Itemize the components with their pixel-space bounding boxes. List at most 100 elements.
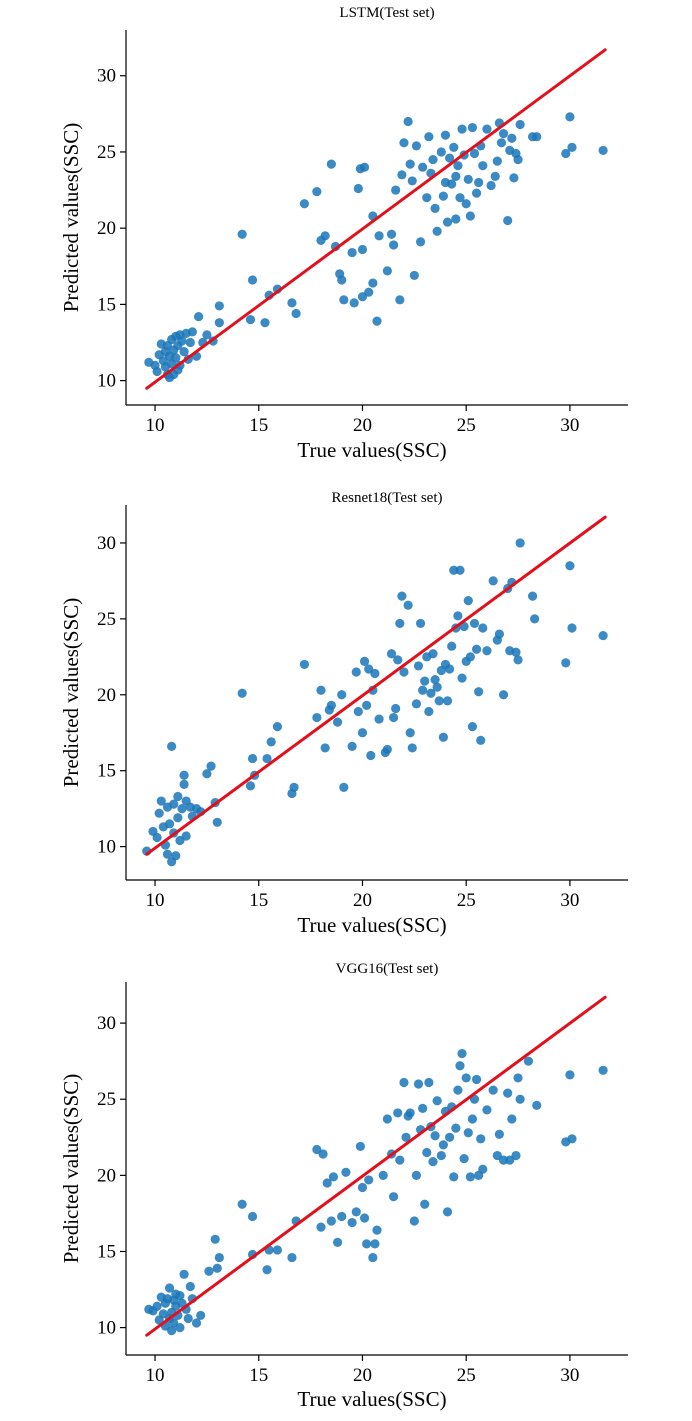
x-axis-label: True values(SSC) bbox=[297, 913, 446, 937]
data-point bbox=[432, 1096, 442, 1106]
data-point bbox=[237, 1199, 247, 1209]
x-tick-label: 20 bbox=[353, 1365, 372, 1386]
data-point bbox=[455, 565, 465, 575]
data-point bbox=[399, 1077, 409, 1088]
data-point bbox=[561, 658, 571, 668]
data-point bbox=[262, 753, 272, 764]
chart-title: Resnet18(Test set) bbox=[331, 490, 442, 506]
data-point bbox=[167, 1326, 177, 1336]
data-point bbox=[339, 782, 349, 792]
data-point bbox=[167, 741, 177, 751]
data-point bbox=[482, 1105, 492, 1115]
data-point bbox=[366, 750, 376, 761]
data-point bbox=[496, 138, 507, 148]
x-tick-label: 15 bbox=[249, 1365, 268, 1386]
data-point bbox=[194, 311, 204, 322]
data-point bbox=[486, 180, 496, 191]
data-point bbox=[326, 159, 336, 169]
x-tick-label: 30 bbox=[560, 415, 579, 436]
data-point bbox=[413, 661, 424, 671]
data-point bbox=[409, 1216, 419, 1226]
data-point bbox=[411, 141, 422, 151]
data-point bbox=[370, 1239, 380, 1249]
data-point bbox=[449, 1172, 459, 1182]
data-point bbox=[237, 688, 247, 698]
data-point bbox=[247, 1211, 258, 1222]
data-point bbox=[347, 1217, 357, 1228]
data-point bbox=[403, 600, 413, 610]
data-point bbox=[420, 1199, 430, 1209]
data-point bbox=[467, 722, 478, 732]
data-point bbox=[598, 145, 608, 156]
data-point bbox=[382, 266, 392, 276]
data-point bbox=[179, 770, 189, 780]
data-point bbox=[453, 161, 463, 171]
data-point bbox=[418, 685, 428, 695]
y-tick-label: 10 bbox=[97, 1318, 116, 1339]
data-point bbox=[407, 743, 417, 753]
data-point bbox=[262, 1265, 272, 1275]
data-point bbox=[530, 614, 540, 624]
data-point bbox=[154, 808, 164, 818]
data-point bbox=[511, 647, 521, 657]
data-point bbox=[247, 753, 258, 764]
data-point bbox=[353, 706, 363, 717]
data-point bbox=[532, 132, 542, 142]
data-point bbox=[349, 298, 359, 308]
data-point bbox=[287, 1252, 297, 1263]
data-point bbox=[374, 231, 384, 241]
data-point bbox=[399, 667, 409, 677]
data-point bbox=[318, 1149, 328, 1159]
data-point bbox=[388, 1192, 399, 1202]
data-point bbox=[272, 722, 283, 732]
data-point bbox=[465, 211, 475, 221]
data-point bbox=[175, 1291, 185, 1301]
data-point bbox=[179, 779, 189, 789]
data-point bbox=[326, 1216, 336, 1226]
fit-line bbox=[145, 995, 607, 1337]
data-point bbox=[490, 171, 500, 181]
data-point bbox=[428, 1157, 438, 1167]
data-point bbox=[438, 1140, 448, 1150]
data-point bbox=[567, 623, 577, 633]
data-point bbox=[488, 1085, 498, 1095]
data-point bbox=[357, 244, 368, 255]
data-point bbox=[598, 1065, 608, 1075]
data-point bbox=[362, 1239, 372, 1249]
data-point bbox=[397, 170, 407, 180]
data-point bbox=[245, 781, 256, 791]
data-point bbox=[405, 1108, 415, 1118]
data-point bbox=[461, 199, 471, 209]
data-point bbox=[494, 629, 504, 639]
data-point bbox=[488, 576, 498, 586]
data-point bbox=[407, 176, 417, 186]
data-point bbox=[471, 644, 482, 654]
chart-resnet18: Resnet18(Test set) 10 15 20 25 30 10 15 20 25 30 Tr… bbox=[59, 490, 628, 937]
data-point bbox=[347, 741, 357, 751]
data-point bbox=[399, 138, 409, 148]
data-point bbox=[173, 813, 183, 823]
data-point bbox=[459, 1154, 469, 1164]
data-point bbox=[179, 347, 189, 357]
x-tick-label: 25 bbox=[457, 890, 476, 911]
data-point bbox=[527, 591, 538, 601]
data-point bbox=[467, 1114, 478, 1124]
data-point bbox=[316, 1222, 326, 1232]
chart-lstm: LSTM(Test set) 10 15 20 25 30 10 15 20 25 30 True v… bbox=[59, 5, 628, 462]
data-point bbox=[351, 667, 361, 677]
data-point bbox=[442, 696, 453, 706]
data-point bbox=[214, 1252, 224, 1263]
data-point bbox=[359, 1213, 370, 1223]
data-point bbox=[181, 831, 191, 841]
data-point bbox=[422, 193, 432, 203]
data-point bbox=[451, 1123, 461, 1133]
data-point bbox=[164, 1283, 175, 1293]
data-point bbox=[403, 116, 413, 127]
data-point bbox=[370, 668, 380, 679]
data-point bbox=[395, 1155, 405, 1165]
data-point bbox=[357, 728, 368, 738]
data-point bbox=[204, 1266, 214, 1276]
data-point bbox=[507, 1114, 517, 1124]
data-point bbox=[171, 851, 181, 861]
data-point bbox=[457, 673, 467, 683]
